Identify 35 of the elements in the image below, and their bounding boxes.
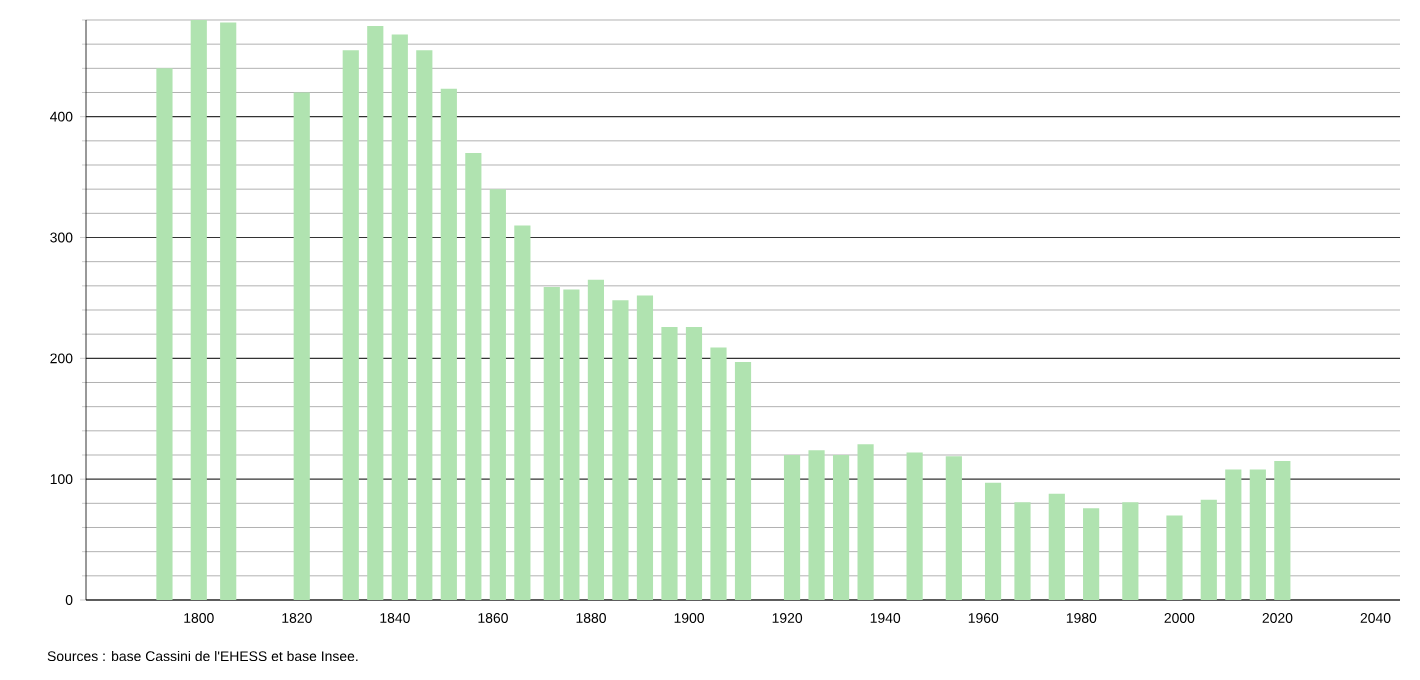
bar [612,300,629,600]
bar [465,152,482,600]
bar [190,19,207,600]
bar [156,68,173,600]
bar [514,225,531,600]
bar [489,189,506,600]
bar [661,326,678,600]
bar [857,444,874,600]
bar [293,92,310,600]
bar [220,22,237,600]
bar [342,50,359,600]
bar [1122,502,1139,600]
bar [1200,499,1217,600]
bar [1083,508,1100,600]
bar [945,456,962,600]
bar [906,452,923,600]
bar [1166,515,1183,600]
bar [710,347,727,600]
bar [832,455,850,600]
bar [984,482,1002,600]
bar [808,450,825,600]
bar [587,279,605,600]
bar [1014,502,1031,600]
bar [367,26,384,600]
bar [416,50,433,600]
bar [391,34,408,600]
bar [1048,493,1065,600]
bar [783,455,801,600]
bar [1274,461,1291,600]
bar [734,361,752,600]
bar [685,326,703,600]
bar [636,295,654,600]
bar [440,88,457,600]
bar [1225,469,1242,600]
bar [1249,469,1266,600]
